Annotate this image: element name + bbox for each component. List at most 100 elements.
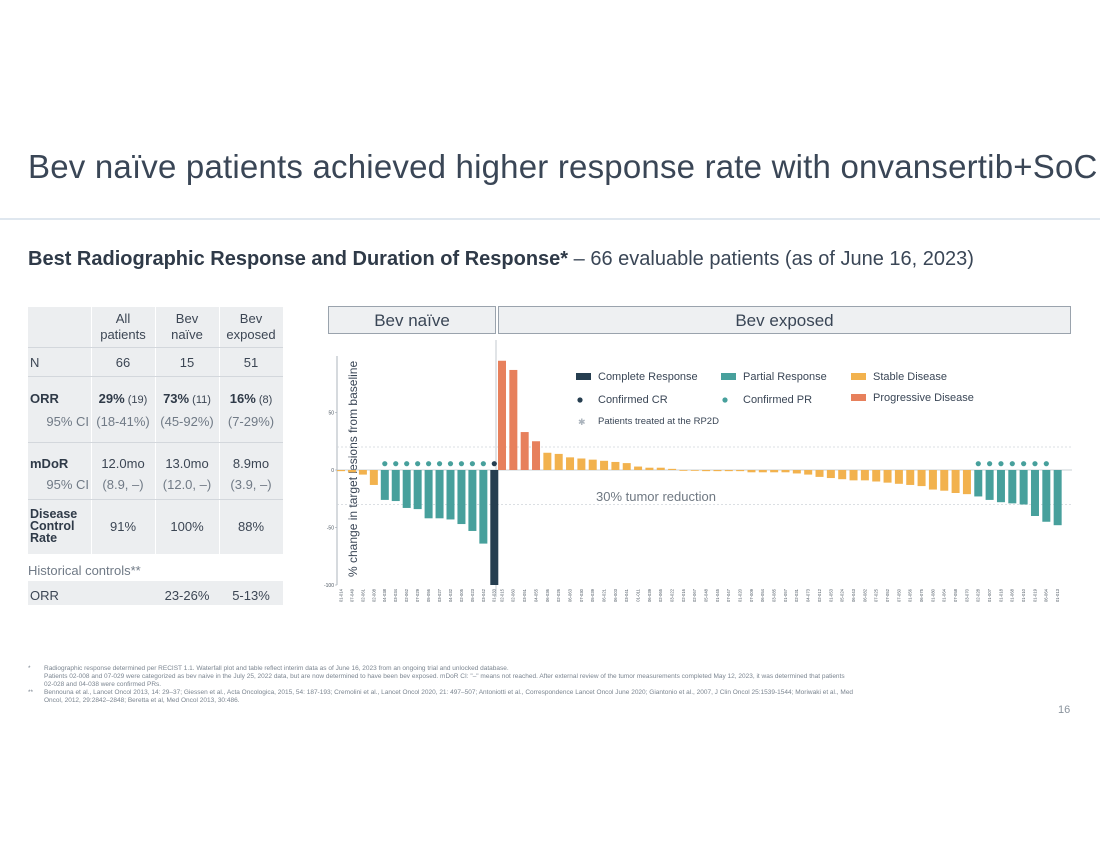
col-sep: [219, 307, 220, 569]
footnote-marker: [28, 681, 44, 689]
dcr-exposed: 88%: [237, 518, 265, 534]
exposed-patient-label: 03-051: [522, 588, 527, 602]
exposed-patient-label: 02-015: [499, 588, 504, 602]
y-tick-label: -100: [324, 583, 334, 589]
exposed-patient-label: 06-036: [545, 588, 550, 602]
footnotes: * Radiographic response determined per RE…: [28, 665, 853, 705]
historical-controls-label: Historical controls**: [28, 563, 141, 578]
exposed-bar: [928, 470, 937, 490]
naive-confirmed-dot: [491, 461, 497, 467]
footnote-text: Patients 02-008 and 07-029 were categori…: [44, 673, 845, 680]
row-historical-orr: ORR 23-26% 5-13%: [28, 588, 283, 603]
exposed-patient-label: 06-064: [1044, 588, 1049, 602]
naive-bar: [380, 470, 389, 500]
row-orr-ci: 95% CI (18-41%) (45-92%) (7-29%): [28, 414, 283, 429]
table-header-row: All patients Bev naïve Bev exposed: [28, 311, 283, 343]
exposed-bar: [566, 457, 575, 470]
exposed-bar: [509, 369, 518, 470]
exposed-confirmed-dot: [1009, 461, 1015, 467]
exposed-patient-label: 02-065: [658, 588, 663, 602]
naive-patient-label: 02-062: [404, 588, 409, 602]
exposed-patient-label: 01-056: [908, 588, 913, 602]
page-subtitle: Best Radiographic Response and Duration …: [28, 248, 974, 271]
footnote-text: Oncol, 2012, 29:2842–2848; Beretta et al…: [44, 697, 240, 704]
exposed-confirmed-dot: [987, 461, 993, 467]
legend-label: Confirmed CR: [598, 394, 668, 406]
exposed-bar: [826, 470, 835, 479]
exposed-confirmed-dot: [1021, 461, 1027, 467]
exposed-patient-label: 05-039: [590, 588, 595, 602]
naive-confirmed-dot: [382, 461, 388, 467]
group-label-bev-naive: Bev naïve: [328, 306, 496, 334]
exposed-bar: [532, 441, 541, 470]
label-hist-orr: ORR: [30, 588, 59, 603]
exposed-patient-label: 07-050: [896, 588, 901, 602]
exposed-patient-label: 05-024: [840, 588, 845, 602]
naive-patient-label: 07-029: [415, 588, 420, 602]
orr-ci-all: (18-41%): [96, 414, 150, 429]
exposed-patient-label: 01-068: [1010, 588, 1015, 602]
legend-dot: [722, 397, 728, 403]
footnote-marker: [28, 697, 44, 705]
y-tick-label: -50: [327, 526, 334, 532]
exposed-bar: [736, 470, 745, 472]
legend-swatch: [576, 373, 591, 380]
exposed-bar: [1030, 470, 1039, 516]
naive-confirmed-dot: [469, 461, 475, 467]
exposed-bar: [996, 470, 1005, 503]
naive-patient-label: 02-061: [360, 588, 365, 602]
exposed-bar: [770, 470, 779, 473]
row-dcr: Disease Control Rate 91% 100% 88%: [28, 505, 283, 547]
exposed-patient-label: 03-070: [964, 588, 969, 602]
exposed-bar: [792, 470, 801, 474]
naive-bar: [435, 470, 444, 519]
dcr-all: 91%: [109, 518, 137, 534]
legend-label: Progressive Disease: [873, 392, 974, 404]
exposed-patient-label: 02-016: [681, 588, 686, 602]
exposed-bar: [543, 452, 552, 470]
exposed-patient-label: 06-075: [919, 588, 924, 602]
naive-patient-label: 03-034: [393, 588, 398, 602]
exposed-patient-label: 02-067: [692, 588, 697, 602]
annotation-30pct: 30% tumor reduction: [596, 489, 716, 504]
exposed-patient-label: 06-063: [567, 588, 572, 602]
exposed-bar: [668, 468, 677, 470]
exposed-bar: [1042, 470, 1051, 522]
naive-confirmed-dot: [415, 461, 421, 467]
naive-patient-label: 07-049: [349, 588, 354, 602]
exposed-confirmed-dot: [998, 461, 1004, 467]
exposed-patient-label: 06-043: [851, 588, 856, 602]
exposed-bar: [758, 470, 767, 473]
exposed-bar: [849, 470, 858, 481]
subtitle-bold: Best Radiographic Response and Duration …: [28, 248, 569, 270]
legend-swatch: [851, 394, 866, 401]
exposed-patient-label: 04-055: [533, 588, 538, 602]
exposed-patient-label: 01-007: [987, 588, 992, 602]
exposed-bar: [498, 360, 506, 470]
exposed-patient-label: 06-003: [613, 588, 618, 602]
orr-ci-naive: (45-92%): [160, 414, 214, 429]
exposed-bar: [883, 470, 892, 483]
naive-confirmed-dot: [480, 461, 486, 467]
exposed-bar: [656, 467, 665, 470]
exposed-bar: [622, 463, 631, 470]
exposed-patient-label: 07-058: [953, 588, 958, 602]
footnote-marker: [28, 673, 44, 681]
exposed-bar: [1008, 470, 1017, 504]
exposed-patient-label: 07-009: [749, 588, 754, 602]
footnote-text: Radiographic response determined per REC…: [44, 665, 509, 672]
orr-naive-n: (11): [189, 394, 211, 406]
exposed-patient-label: 01-010: [1021, 588, 1026, 602]
hist-orr-all: [91, 588, 155, 603]
exposed-bar: [679, 470, 688, 471]
mdor-ci-exposed: (3.9, –): [230, 477, 272, 492]
legend-label: Stable Disease: [873, 371, 947, 383]
exposed-patient-label: 07-047: [726, 588, 731, 602]
dcr-naive: 100%: [170, 518, 204, 534]
orr-all: 29%: [98, 391, 125, 406]
exposed-patient-label: 06-082: [862, 588, 867, 602]
footnote-marker: **: [28, 689, 34, 696]
label-n: N: [30, 355, 40, 370]
naive-confirmed-dot: [436, 461, 443, 467]
naive-bar: [468, 470, 477, 531]
